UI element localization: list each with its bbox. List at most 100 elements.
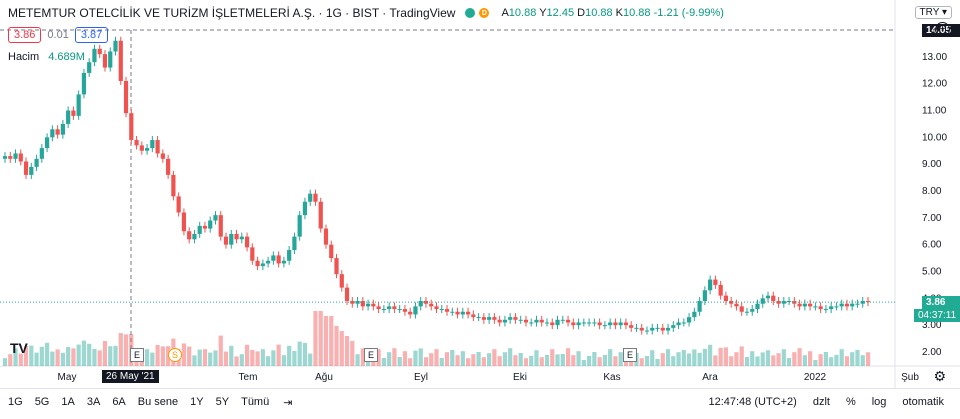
range-button-6[interactable]: 1Y (190, 396, 204, 408)
currency-select[interactable]: TRY ▾ (914, 6, 952, 19)
volume-bar (723, 347, 729, 366)
volume-bar (344, 336, 350, 366)
volume-bar (550, 349, 555, 366)
candle (676, 322, 681, 326)
candle (208, 220, 213, 229)
candle (829, 306, 834, 310)
range-button-8[interactable]: Tümü (241, 396, 270, 408)
volume-bar (218, 335, 223, 366)
candle (318, 201, 323, 229)
range-button-7[interactable]: 5Y (215, 396, 230, 408)
y-tick-label: 6.00 (922, 240, 942, 251)
volume-bar (329, 316, 334, 366)
volume-bar (239, 354, 244, 366)
split-marker[interactable]: S (168, 348, 182, 362)
candle (518, 319, 523, 321)
candle (529, 322, 534, 324)
volume-bar (50, 351, 55, 366)
volume-bar (318, 311, 323, 366)
candle (329, 244, 334, 259)
volume-bar (487, 353, 492, 366)
bottom-toolbar: 1G 5G 1A 3A 6A Bu sene 1Y 5Y Tümü ⇥ 12:47:48 (UT… (0, 388, 960, 415)
candle (387, 306, 392, 310)
candle (302, 201, 308, 216)
goto-date-icon[interactable]: ⇥ (283, 396, 293, 409)
candle (855, 303, 860, 305)
volume-bar (718, 347, 723, 366)
x-tick-label: Eyl (414, 372, 428, 383)
volume-bar (776, 353, 781, 366)
range-button-4[interactable]: 6A (112, 396, 126, 408)
range-button-0[interactable]: 1G (8, 396, 23, 408)
candle (202, 225, 208, 229)
candle (865, 301, 871, 303)
range-button-5[interactable]: Bu sene (137, 396, 179, 408)
volume-bar (497, 356, 502, 366)
earnings-marker[interactable]: E (130, 348, 144, 362)
range-button-2[interactable]: 1A (61, 396, 75, 408)
earnings-marker[interactable]: E (623, 348, 637, 362)
volume-bar (97, 350, 102, 366)
candle (534, 319, 539, 323)
volume-bar (71, 348, 76, 366)
candle (639, 327, 644, 331)
volume-bar (271, 350, 276, 366)
volume-bar (213, 350, 218, 366)
candle (271, 255, 276, 261)
spread-value: 0.01 (47, 29, 69, 41)
candle (550, 322, 555, 326)
volume-bar (323, 316, 329, 366)
volume-legend: Hacim 4.689M (8, 51, 85, 63)
candle (592, 322, 597, 324)
earnings-marker[interactable]: E (364, 348, 378, 362)
market-status-icon[interactable] (465, 8, 476, 18)
x-tick-label: May (58, 372, 77, 383)
bid-price[interactable]: 3.86 (8, 27, 42, 43)
volume-bar (781, 349, 786, 366)
volume-bar (565, 348, 571, 366)
log-toggle[interactable]: log (871, 396, 887, 408)
volume-bar (844, 356, 850, 366)
candle (150, 140, 155, 149)
candle (723, 295, 729, 302)
range-button-1[interactable]: 5G (34, 396, 50, 408)
clock[interactable]: 12:47:48 (UTC+2) (708, 396, 797, 408)
volume-bar (76, 344, 81, 366)
candle (413, 306, 418, 315)
volume-bar (686, 353, 692, 366)
candle (771, 295, 776, 302)
candle (292, 236, 297, 251)
candle (465, 311, 471, 315)
candle (576, 322, 581, 326)
volume-bar (665, 349, 671, 366)
percent-toggle[interactable]: % (845, 396, 856, 408)
range-button-3[interactable]: 3A (86, 396, 101, 408)
volume-bar (144, 349, 150, 366)
candle (492, 317, 497, 320)
candle (808, 303, 813, 307)
candle (66, 110, 71, 124)
volume-bar (2, 358, 8, 366)
volume-bar (518, 353, 523, 366)
y-tick-label: 12.00 (922, 79, 947, 90)
auto-toggle[interactable]: otomatik (902, 396, 944, 408)
delay-icon[interactable]: D (479, 8, 490, 18)
volume-bar (450, 350, 455, 366)
volume-bar (618, 352, 623, 366)
tradingview-logo[interactable]: TV (10, 340, 28, 356)
settings-icon[interactable]: ⚙ (933, 368, 946, 384)
volume-bar (150, 352, 155, 366)
ask-price[interactable]: 3.87 (74, 27, 109, 43)
candle (223, 236, 229, 245)
volume-bar (481, 357, 486, 366)
volume-bar (471, 354, 476, 366)
candle (276, 255, 281, 264)
candle (450, 311, 455, 313)
adjust-toggle[interactable]: dzlt (812, 396, 830, 408)
candle (539, 319, 544, 323)
volume-bar (392, 348, 397, 366)
add-icon[interactable]: + (935, 22, 950, 37)
volume-bar (818, 354, 823, 366)
